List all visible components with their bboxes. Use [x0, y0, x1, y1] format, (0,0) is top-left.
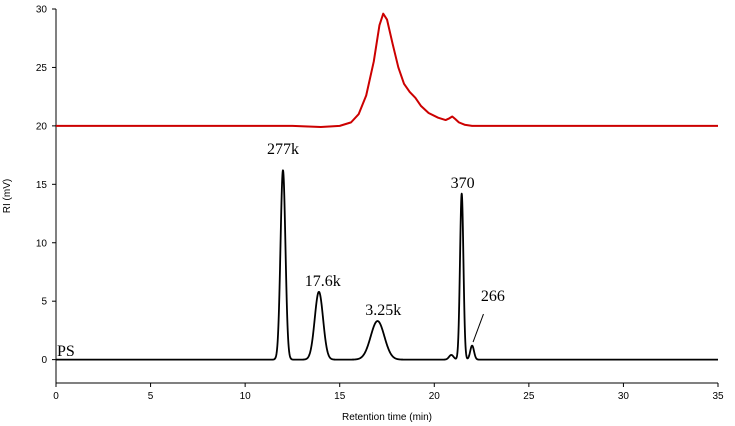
series-line-ps	[55, 169, 719, 361]
x-tick-label: 15	[334, 391, 346, 402]
y-tick-label: 10	[36, 238, 48, 249]
y-tick-label: 0	[41, 355, 47, 366]
y-tick-label: 15	[36, 180, 48, 191]
x-tick-label: 30	[618, 391, 630, 402]
peak-label: 17.6k	[305, 273, 341, 290]
series-label-ps: PS	[57, 343, 75, 360]
annotation-leader-line	[472, 313, 484, 343]
y-tick-label: 20	[36, 121, 48, 132]
x-tick-label: 0	[53, 391, 59, 402]
x-tick-label: 10	[240, 391, 252, 402]
series-group	[55, 12, 719, 361]
x-tick-label: 5	[148, 391, 154, 402]
peak-label: 266	[481, 288, 505, 305]
peak-label: 277k	[267, 141, 299, 158]
peak-label: 3.25k	[365, 302, 401, 319]
x-tick-label: 25	[523, 391, 535, 402]
axes	[55, 9, 718, 384]
x-tick-label: 35	[712, 391, 724, 402]
y-axis-title: RI (mV)	[2, 179, 13, 213]
x-tick-label: 20	[429, 391, 441, 402]
series-line-upper	[56, 12, 718, 129]
x-axis-title: Retention time (min)	[342, 412, 432, 423]
y-tick-label: 5	[41, 297, 47, 308]
ticks: 0 5 10 15 20 25 30 35 0 5 10 15 20 25 30	[36, 5, 724, 403]
peak-label: 370	[451, 175, 475, 192]
y-tick-label: 30	[36, 5, 48, 16]
labels-group: 277k 17.6k 3.25k 370 266 PS	[57, 141, 505, 360]
y-tick-label: 25	[36, 63, 48, 74]
